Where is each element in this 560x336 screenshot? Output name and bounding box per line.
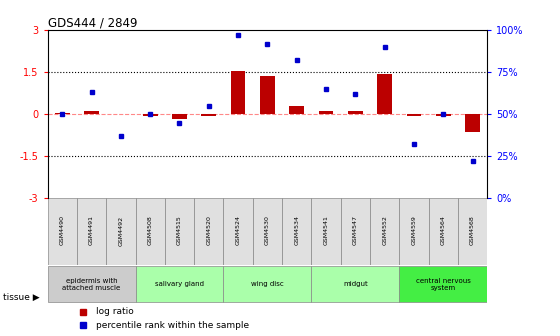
Bar xyxy=(48,266,136,302)
Text: GSM4564: GSM4564 xyxy=(441,216,446,245)
Text: GSM4547: GSM4547 xyxy=(353,215,358,246)
Bar xyxy=(260,77,275,114)
Text: GSM4541: GSM4541 xyxy=(324,216,329,245)
Text: midgut: midgut xyxy=(343,281,368,287)
Bar xyxy=(231,71,245,114)
Bar xyxy=(106,198,136,265)
Bar xyxy=(311,198,340,265)
Text: salivary gland: salivary gland xyxy=(155,281,204,287)
Bar xyxy=(465,114,480,132)
Bar xyxy=(311,266,399,302)
Text: tissue ▶: tissue ▶ xyxy=(3,293,39,302)
Text: GSM4534: GSM4534 xyxy=(294,215,299,246)
Text: GDS444 / 2849: GDS444 / 2849 xyxy=(48,16,137,29)
Bar xyxy=(143,114,157,116)
Text: central nervous
system: central nervous system xyxy=(416,278,470,291)
Text: epidermis with
attached muscle: epidermis with attached muscle xyxy=(62,278,121,291)
Bar xyxy=(202,114,216,116)
Bar xyxy=(436,114,451,116)
Bar xyxy=(48,198,77,265)
Text: GSM4524: GSM4524 xyxy=(236,215,241,246)
Bar xyxy=(165,198,194,265)
Bar xyxy=(136,266,223,302)
Bar xyxy=(136,198,165,265)
Text: GSM4520: GSM4520 xyxy=(206,216,211,245)
Bar xyxy=(223,198,253,265)
Text: wing disc: wing disc xyxy=(251,281,284,287)
Bar xyxy=(223,266,311,302)
Text: GSM4552: GSM4552 xyxy=(382,216,387,245)
Bar xyxy=(282,198,311,265)
Bar xyxy=(370,198,399,265)
Text: GSM4530: GSM4530 xyxy=(265,216,270,245)
Text: GSM4492: GSM4492 xyxy=(118,215,123,246)
Bar xyxy=(428,198,458,265)
Bar xyxy=(55,113,69,114)
Bar xyxy=(84,111,99,114)
Bar xyxy=(340,198,370,265)
Bar xyxy=(407,114,421,116)
Bar xyxy=(253,198,282,265)
Text: GSM4559: GSM4559 xyxy=(412,216,417,245)
Text: GSM4491: GSM4491 xyxy=(89,215,94,246)
Text: log ratio: log ratio xyxy=(96,307,134,316)
Bar xyxy=(458,198,487,265)
Bar xyxy=(319,111,333,114)
Text: GSM4490: GSM4490 xyxy=(60,215,65,246)
Bar xyxy=(194,198,223,265)
Bar xyxy=(77,198,106,265)
Bar xyxy=(399,266,487,302)
Text: percentile rank within the sample: percentile rank within the sample xyxy=(96,321,249,330)
Bar xyxy=(290,106,304,114)
Text: GSM4508: GSM4508 xyxy=(148,216,153,245)
Bar xyxy=(399,198,428,265)
Text: GSM4515: GSM4515 xyxy=(177,216,182,245)
Text: GSM4568: GSM4568 xyxy=(470,216,475,245)
Bar xyxy=(172,114,187,119)
Bar xyxy=(377,74,392,114)
Bar xyxy=(348,112,363,114)
